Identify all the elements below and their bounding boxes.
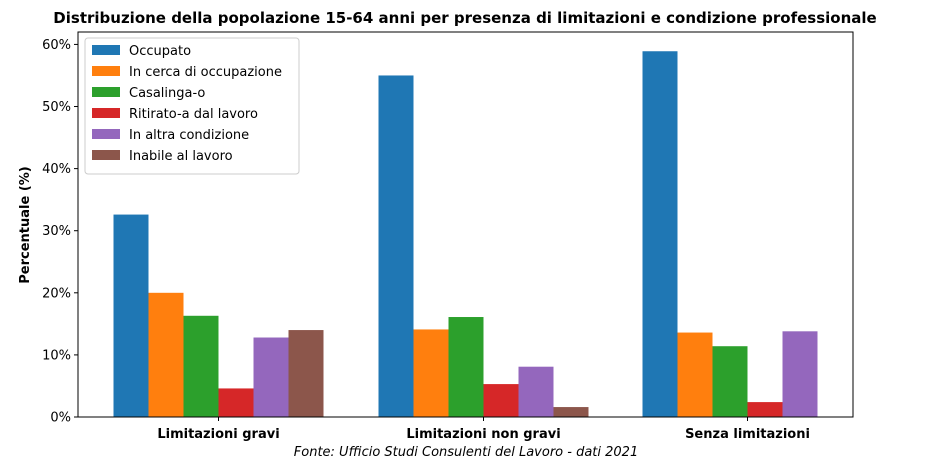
bar xyxy=(518,366,554,417)
bar xyxy=(712,346,748,417)
legend-entry: Ritirato-a dal lavoro xyxy=(129,107,258,122)
legend-entry: Inabile al lavoro xyxy=(129,149,233,164)
bar xyxy=(747,402,783,417)
bar xyxy=(113,214,149,417)
bar xyxy=(553,407,589,417)
y-tick-label: 40% xyxy=(42,162,71,177)
y-tick-label: 50% xyxy=(42,100,71,115)
plot-frame xyxy=(77,31,854,418)
legend-swatch xyxy=(92,45,120,55)
legend-swatch xyxy=(92,150,120,160)
bar xyxy=(642,51,678,417)
bar xyxy=(413,329,449,417)
bar xyxy=(483,384,519,417)
bar xyxy=(448,317,484,417)
legend: Occupato In cerca di occupazione Casalinga… xyxy=(84,37,300,175)
bars xyxy=(113,51,818,417)
bar xyxy=(148,292,184,417)
bar xyxy=(677,332,713,417)
bar xyxy=(782,331,818,417)
legend-entry: Casalinga-o xyxy=(129,86,205,101)
legend-swatch xyxy=(92,108,120,118)
legend-entry: In cerca di occupazione xyxy=(129,65,282,80)
legend-swatch xyxy=(92,66,120,76)
x-tick-label: Limitazioni non gravi xyxy=(406,427,560,442)
y-tick-label: 10% xyxy=(42,348,71,363)
legend-entry: In altra condizione xyxy=(129,128,249,143)
y-tick-label: 60% xyxy=(42,38,71,53)
bar xyxy=(288,330,324,417)
y-tick-label: 20% xyxy=(42,286,71,301)
chart-title: Distribuzione della popolazione 15-64 an… xyxy=(53,9,876,27)
bar xyxy=(253,337,289,417)
legend-box xyxy=(84,37,300,175)
y-tick-label: 30% xyxy=(42,224,71,239)
legend-swatch xyxy=(92,129,120,139)
x-axis: Limitazioni gravi Limitazioni non gravi Se… xyxy=(157,417,810,442)
bar xyxy=(183,315,219,417)
y-axis: 0% 10% 20% 30% 40% 50% 60% xyxy=(42,38,78,426)
bar xyxy=(378,75,414,417)
bar xyxy=(218,388,254,417)
source-note: Fonte: Ufficio Studi Consulenti del Lavo… xyxy=(294,445,638,460)
x-tick-label: Limitazioni gravi xyxy=(157,427,279,442)
y-tick-label: 0% xyxy=(50,411,71,426)
y-axis-label: Percentuale (%) xyxy=(18,166,33,283)
legend-swatch xyxy=(92,87,120,97)
x-tick-label: Senza limitazioni xyxy=(685,427,810,442)
legend-entry: Occupato xyxy=(129,44,191,59)
